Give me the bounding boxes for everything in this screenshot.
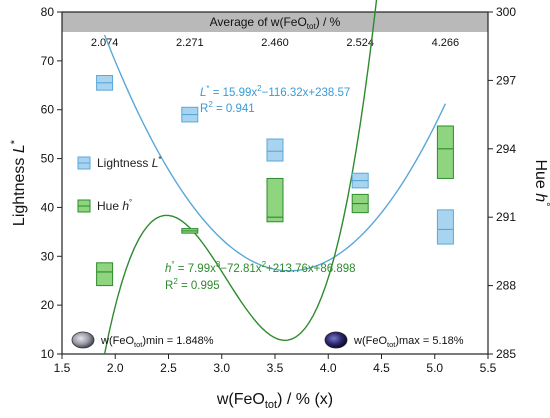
- min-gem-icon: [71, 331, 95, 349]
- x-tick-label: 3.0: [213, 361, 230, 375]
- legend-label-hue: Hue h°: [97, 198, 132, 213]
- top-band-value: 2.074: [91, 37, 119, 49]
- top-band-value: 2.460: [261, 37, 289, 49]
- right-y-tick-label: 297: [496, 73, 516, 87]
- max-gem-annotation: w(FeOtot)max = 5.18%: [324, 331, 464, 349]
- x-tick-label: 5.0: [426, 361, 443, 375]
- min-gem-annotation: w(FeOtot)min = 1.848%: [71, 331, 214, 349]
- right-y-tick-label: 300: [496, 5, 516, 19]
- fit-curve-hue: [103, 0, 378, 355]
- left-y-tick-label: 10: [41, 347, 55, 361]
- x-tick-label: 5.5: [480, 361, 497, 375]
- top-band-value: 2.524: [346, 37, 374, 49]
- left-y-tick-label: 50: [41, 152, 55, 166]
- x-tick-label: 3.5: [267, 361, 284, 375]
- x-axis-ticks: 1.5 2.0 2.5 3.0 3.5 4.0 4.5 5.0 5.5: [54, 354, 497, 375]
- left-y-tick-label: 20: [41, 298, 55, 312]
- box-lightness: [266, 138, 284, 162]
- max-gem-icon: [324, 331, 348, 349]
- r2-lightness: R2 = 0.941: [200, 100, 255, 115]
- left-y-tick-label: 70: [41, 54, 55, 68]
- right-y-tick-label: 291: [496, 210, 516, 224]
- box-series: [96, 75, 454, 287]
- left-y-axis-ticks: 10 20 30 40 50 60 70 80: [41, 5, 62, 361]
- r2-hue: R2 = 0.995: [165, 277, 220, 292]
- min-gem-label: w(FeOtot)min = 1.848%: [100, 335, 214, 349]
- top-band-values: 2.074 2.271 2.460 2.524 4.266: [91, 37, 459, 49]
- top-band: [62, 12, 488, 32]
- right-y-tick-label: 288: [496, 279, 516, 293]
- box-hue: [266, 177, 284, 223]
- left-y-tick-label: 30: [41, 249, 55, 263]
- equation-lightness: L* = 15.99x2−116.32x+238.57: [200, 84, 350, 99]
- top-band-title-sub: tot: [307, 22, 317, 31]
- left-y-tick-label: 40: [41, 200, 55, 214]
- right-y-axis-ticks: 285 288 291 294 297 300: [488, 5, 516, 361]
- fit-curves: [103, 0, 447, 355]
- box-hue: [436, 125, 454, 179]
- equation-hue: h° = 7.99x3−72.81x2+213.76x+86.898: [165, 260, 356, 275]
- top-band-value: 4.266: [432, 37, 460, 49]
- x-axis-label: w(FeOtot) / % (x): [216, 391, 333, 411]
- left-y-tick-label: 80: [41, 5, 55, 19]
- x-tick-label: 2.5: [160, 361, 177, 375]
- box-hue: [96, 262, 114, 287]
- x-tick-label: 4.5: [373, 361, 390, 375]
- x-tick-label: 2.0: [107, 361, 124, 375]
- x-tick-label: 4.0: [320, 361, 337, 375]
- x-axis-label-sub: tot: [265, 399, 277, 411]
- fit-curve-lightness: [103, 34, 447, 272]
- top-band-title: Average of w(FeOtot) / %: [210, 15, 341, 31]
- max-gem-label: w(FeOtot)max = 5.18%: [353, 335, 464, 349]
- left-y-tick-label: 60: [41, 103, 55, 117]
- x-tick-label: 1.5: [54, 361, 71, 375]
- legend: Lightness L* Hue h°: [77, 155, 162, 213]
- legend-label-lightness: Lightness L*: [97, 155, 162, 170]
- top-band-value: 2.271: [176, 37, 204, 49]
- right-y-tick-label: 285: [496, 347, 516, 361]
- right-y-axis-label: Hue h°: [532, 159, 550, 206]
- right-y-tick-label: 294: [496, 142, 516, 156]
- left-y-axis-label: Lightness L*: [9, 139, 28, 226]
- box-lightness: [436, 209, 454, 245]
